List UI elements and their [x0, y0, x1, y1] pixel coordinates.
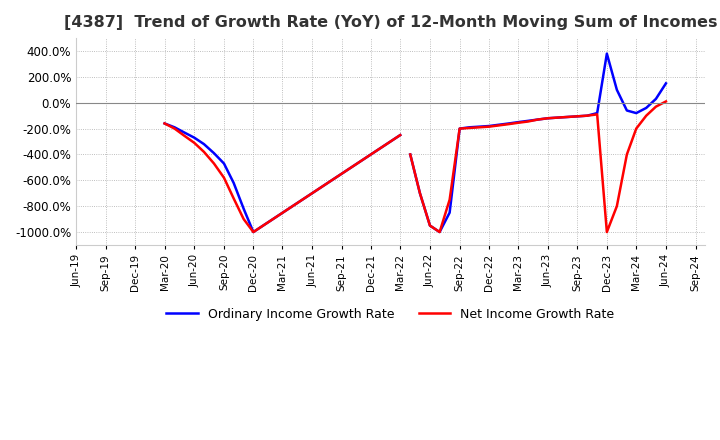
Line: Ordinary Income Growth Rate: Ordinary Income Growth Rate	[165, 124, 400, 232]
Title: [4387]  Trend of Growth Rate (YoY) of 12-Month Moving Sum of Incomes: [4387] Trend of Growth Rate (YoY) of 12-…	[64, 15, 717, 30]
Legend: Ordinary Income Growth Rate, Net Income Growth Rate: Ordinary Income Growth Rate, Net Income …	[161, 303, 620, 326]
Line: Net Income Growth Rate: Net Income Growth Rate	[165, 124, 400, 232]
